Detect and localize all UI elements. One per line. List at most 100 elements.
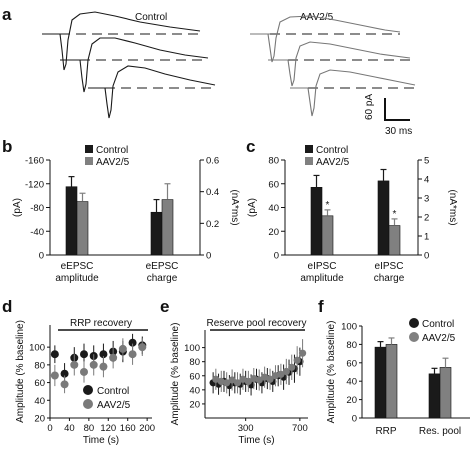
d-legend-label: Control	[97, 386, 129, 397]
f-legend-label: AAV2/5	[422, 333, 456, 344]
panel-a: a Control AAV2/5	[2, 5, 416, 137]
f-y-tick-label: 0	[352, 414, 357, 425]
c-right-tick-label: 3	[424, 194, 429, 205]
b-bar-aav25-0	[76, 201, 89, 256]
d-legend-marker	[83, 399, 93, 409]
panel-f-letter: f	[318, 297, 324, 316]
f-category-label: Res. pool	[419, 426, 461, 437]
d-x-tick-label: 120	[100, 423, 116, 434]
e-point-aav25	[266, 375, 274, 383]
e-point-aav25	[277, 370, 285, 378]
e-point-aav25	[250, 374, 258, 383]
d-point-aav25	[70, 360, 79, 369]
d-x-tick-label: 40	[64, 423, 75, 434]
b-legend-swatch	[85, 145, 93, 153]
control-traces	[42, 11, 216, 119]
panel-b-letter: b	[2, 137, 12, 156]
c-right-tick-label: 5	[424, 156, 429, 167]
control-trace-3	[104, 65, 216, 119]
panel-a-label-control: Control	[135, 12, 167, 23]
panel-b: b -160 -120 -80 -40 0 0.6 0.4 0.2 0 (pA) (nA*ms) eE…	[2, 137, 240, 284]
aav-trace-2	[287, 41, 411, 87]
f-y-tick-label: 100	[341, 322, 357, 333]
d-y-axis-label: Amplitude (% baseline)	[15, 320, 26, 423]
d-title: RRP recovery	[70, 318, 132, 329]
b-left-tick-label: -120	[25, 179, 44, 190]
control-trace-2	[79, 37, 209, 93]
c-bar-aav25-0	[321, 215, 334, 256]
d-point-aav25	[128, 350, 137, 359]
b-bar-aav25-1	[161, 199, 174, 256]
b-left-tick-label: -80	[30, 203, 44, 214]
e-point-aav25	[212, 375, 220, 383]
f-category-label: RRP	[375, 426, 396, 437]
d-point-aav25	[80, 367, 88, 376]
c-bar-control-0	[310, 187, 323, 256]
e-point-aav25	[261, 373, 269, 381]
b-right-tick-label: 0.6	[206, 156, 219, 167]
b-legend-label: Control	[96, 145, 128, 156]
e-point-aav25	[293, 356, 301, 364]
e-y-tick-label: 40	[189, 385, 200, 396]
f-bar-aav25-0	[385, 344, 398, 419]
f-y-tick-label: 20	[346, 395, 357, 406]
f-y-tick-label: 80	[346, 340, 357, 351]
scale-bar: 60 pA 30 ms	[364, 94, 412, 137]
c-bar-aav25-1	[388, 225, 401, 256]
c-legend-swatch	[305, 145, 313, 153]
e-y-tick-label: 80	[189, 357, 200, 368]
b-legend-swatch	[85, 157, 93, 165]
d-x-tick-label: 200	[139, 423, 155, 434]
e-point-aav25	[217, 377, 225, 385]
panel-e: e 20 40 60 80 100 300 700 Time (s) Amplitude (% …	[160, 297, 308, 446]
c-category-label: eIPSC	[375, 261, 404, 272]
b-bar-control-0	[65, 186, 78, 256]
d-x-tick-label: 80	[84, 423, 95, 434]
d-point-aav25	[138, 343, 147, 352]
c-legend-label: Control	[316, 145, 348, 156]
b-category-label: eEPSC	[146, 261, 179, 272]
d-legend-label: AAV2/5	[97, 400, 131, 411]
panel-d-letter: d	[2, 297, 12, 316]
e-point-aav25	[223, 379, 231, 387]
e-point-aav25	[255, 376, 263, 384]
d-point-aav25	[109, 353, 118, 362]
e-point-aav25	[244, 377, 252, 385]
b-right-axis-label: (nA*ms)	[229, 189, 240, 225]
b-right-tick-label: 0	[206, 251, 211, 262]
b-legend-label: AAV2/5	[96, 157, 130, 168]
c-significance-mark: *	[393, 209, 397, 220]
d-x-tick-label: 160	[120, 423, 136, 434]
f-legend-marker	[409, 318, 419, 328]
b-category-label: charge	[147, 273, 178, 284]
c-bar-control-1	[377, 180, 390, 256]
b-category-label: eEPSC	[61, 261, 94, 272]
d-point-aav25	[50, 371, 59, 380]
c-left-tick-label: 0	[274, 251, 279, 262]
f-bar-aav25-1	[439, 367, 452, 419]
aav-trace-3	[307, 69, 416, 117]
f-bar-control-1	[428, 373, 441, 419]
e-x-tick-label: 300	[238, 423, 254, 434]
d-x-tick-label: 0	[47, 423, 52, 434]
e-point-aav25	[228, 376, 236, 384]
d-x-axis-label: Time (s)	[83, 435, 119, 446]
d-y-tick-label: 40	[34, 396, 45, 407]
d-point-aav25	[118, 344, 127, 353]
b-left-tick-label: -40	[30, 227, 44, 238]
scale-bar-x-label: 30 ms	[385, 126, 412, 137]
d-y-tick-label: 60	[34, 378, 45, 389]
panel-a-letter: a	[2, 5, 12, 24]
e-y-tick-label: 20	[189, 399, 200, 410]
c-left-tick-label: 60	[268, 179, 279, 190]
e-point-aav25	[239, 375, 247, 383]
d-point-control	[50, 350, 59, 359]
panel-c-letter: c	[246, 137, 255, 156]
c-left-tick-label: 40	[268, 203, 279, 214]
e-point-aav25	[271, 372, 280, 380]
c-left-tick-label: 20	[268, 227, 279, 238]
f-legend-label: Control	[422, 319, 454, 330]
f-y-tick-label: 60	[346, 358, 357, 369]
panel-f: f 0 20 40 60 80 100 Amplitude (% baseline) RRP R…	[318, 297, 470, 437]
e-title: Reserve pool recovery	[206, 318, 306, 329]
